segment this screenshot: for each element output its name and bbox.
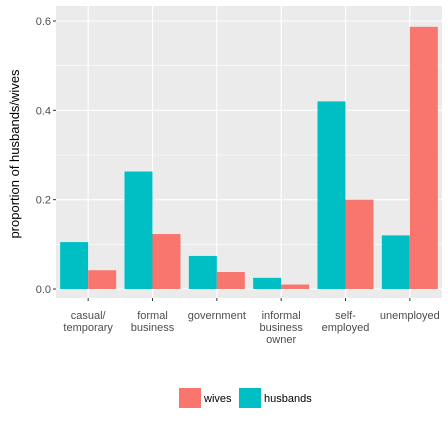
bar-wives-0 [88, 270, 117, 289]
x-tick-label: casual/ [71, 310, 107, 322]
y-tick-label: 0.2 [36, 195, 51, 207]
y-tick-label: 0.4 [36, 105, 51, 117]
x-tick-label: informal [262, 310, 301, 322]
bar-wives-2 [216, 272, 245, 289]
legend-label-wives: wives [203, 393, 232, 405]
bar-wives-4 [345, 199, 374, 289]
bar-wives-5 [409, 26, 438, 289]
x-tick-label: business [131, 322, 175, 334]
x-tick-label: business [259, 322, 303, 334]
grid-lines [56, 6, 442, 298]
y-axis-title: proportion of husbands/wives [7, 69, 22, 239]
y-tick-label: 0.0 [36, 284, 51, 296]
bar-wives-3 [281, 284, 310, 289]
x-tick-label: self- [335, 310, 356, 322]
bar-husbands-4 [317, 101, 346, 290]
bar-wives-1 [152, 234, 181, 289]
legend-label-husbands: husbands [264, 393, 312, 405]
y-tick-label: 0.6 [36, 16, 51, 28]
bars [60, 26, 438, 290]
plot-panel [56, 6, 442, 298]
x-tick-label: owner [266, 334, 296, 346]
legend-key-husbands [239, 388, 261, 408]
bar-husbands-3 [253, 277, 282, 289]
x-tick-label: government [188, 310, 246, 322]
x-tick-label: unemployed [380, 310, 440, 322]
bar-husbands-2 [188, 255, 217, 289]
x-tick-label: formal [137, 310, 168, 322]
bar-husbands-1 [124, 171, 153, 289]
bar-husbands-0 [60, 242, 89, 289]
y-axis: 0.0 0.2 0.4 0.6 [36, 16, 56, 296]
x-tick-label: temporary [63, 322, 113, 334]
legend: wives husbands [179, 388, 312, 408]
x-axis: casual/temporaryformalbusinessgovernment… [63, 298, 440, 346]
legend-key-wives [179, 388, 201, 408]
x-tick-label: employed [322, 322, 370, 334]
bar-husbands-5 [381, 235, 410, 289]
